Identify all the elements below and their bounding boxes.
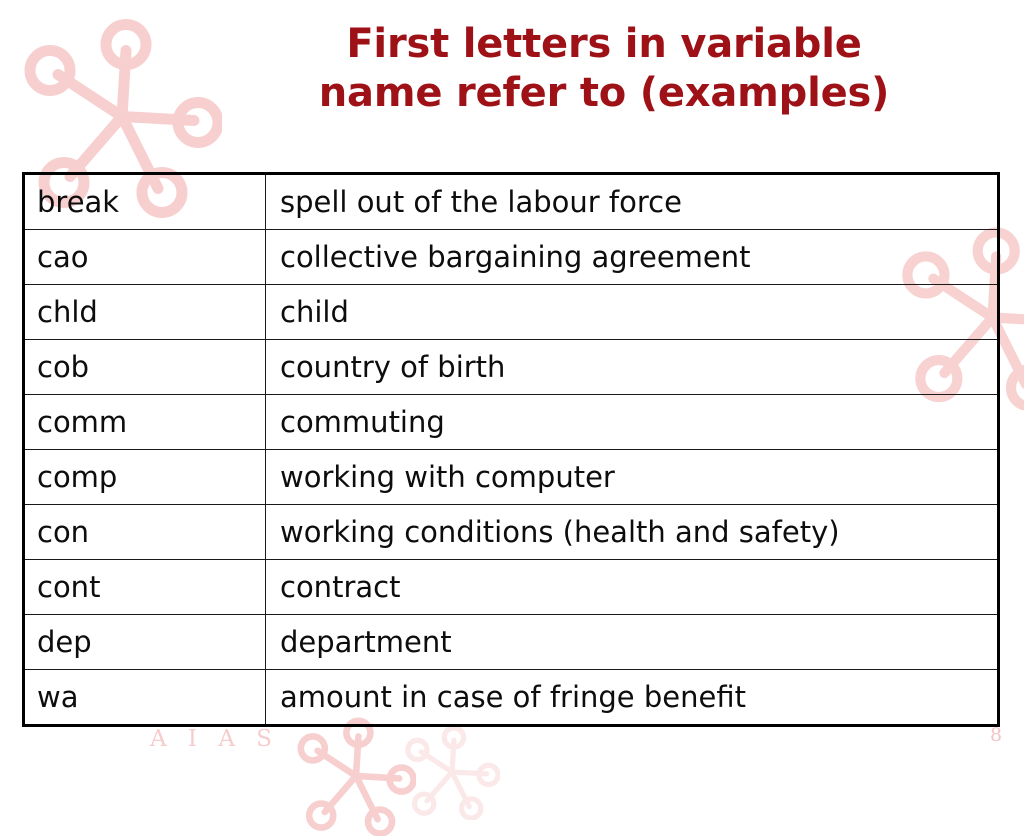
cell-meaning: spell out of the labour force bbox=[266, 174, 999, 230]
cell-abbreviation: cont bbox=[24, 560, 266, 615]
cell-meaning: collective bargaining agreement bbox=[266, 230, 999, 285]
cell-meaning: country of birth bbox=[266, 340, 999, 395]
cell-abbreviation: break bbox=[24, 174, 266, 230]
cell-abbreviation: cob bbox=[24, 340, 266, 395]
cell-abbreviation: chld bbox=[24, 285, 266, 340]
cell-abbreviation: wa bbox=[24, 670, 266, 726]
cell-meaning: amount in case of fringe benefit bbox=[266, 670, 999, 726]
cell-meaning: working with computer bbox=[266, 450, 999, 505]
page-title: First letters in variable name refer to … bbox=[200, 20, 1008, 118]
cell-abbreviation: comm bbox=[24, 395, 266, 450]
aias-network-star-logo-bottom-center bbox=[296, 716, 416, 836]
cell-meaning: commuting bbox=[266, 395, 999, 450]
cell-abbreviation: cao bbox=[24, 230, 266, 285]
cell-meaning: contract bbox=[266, 560, 999, 615]
aias-network-star-logo-bottom-center-faint bbox=[404, 724, 500, 820]
page-number: 8 bbox=[990, 724, 1002, 746]
cell-abbreviation: comp bbox=[24, 450, 266, 505]
cell-meaning: department bbox=[266, 615, 999, 670]
cell-meaning: working conditions (health and safety) bbox=[266, 505, 999, 560]
cell-abbreviation: con bbox=[24, 505, 266, 560]
cell-abbreviation: dep bbox=[24, 615, 266, 670]
cell-meaning: child bbox=[266, 285, 999, 340]
footer-brand-aias: A I A S bbox=[150, 726, 279, 752]
